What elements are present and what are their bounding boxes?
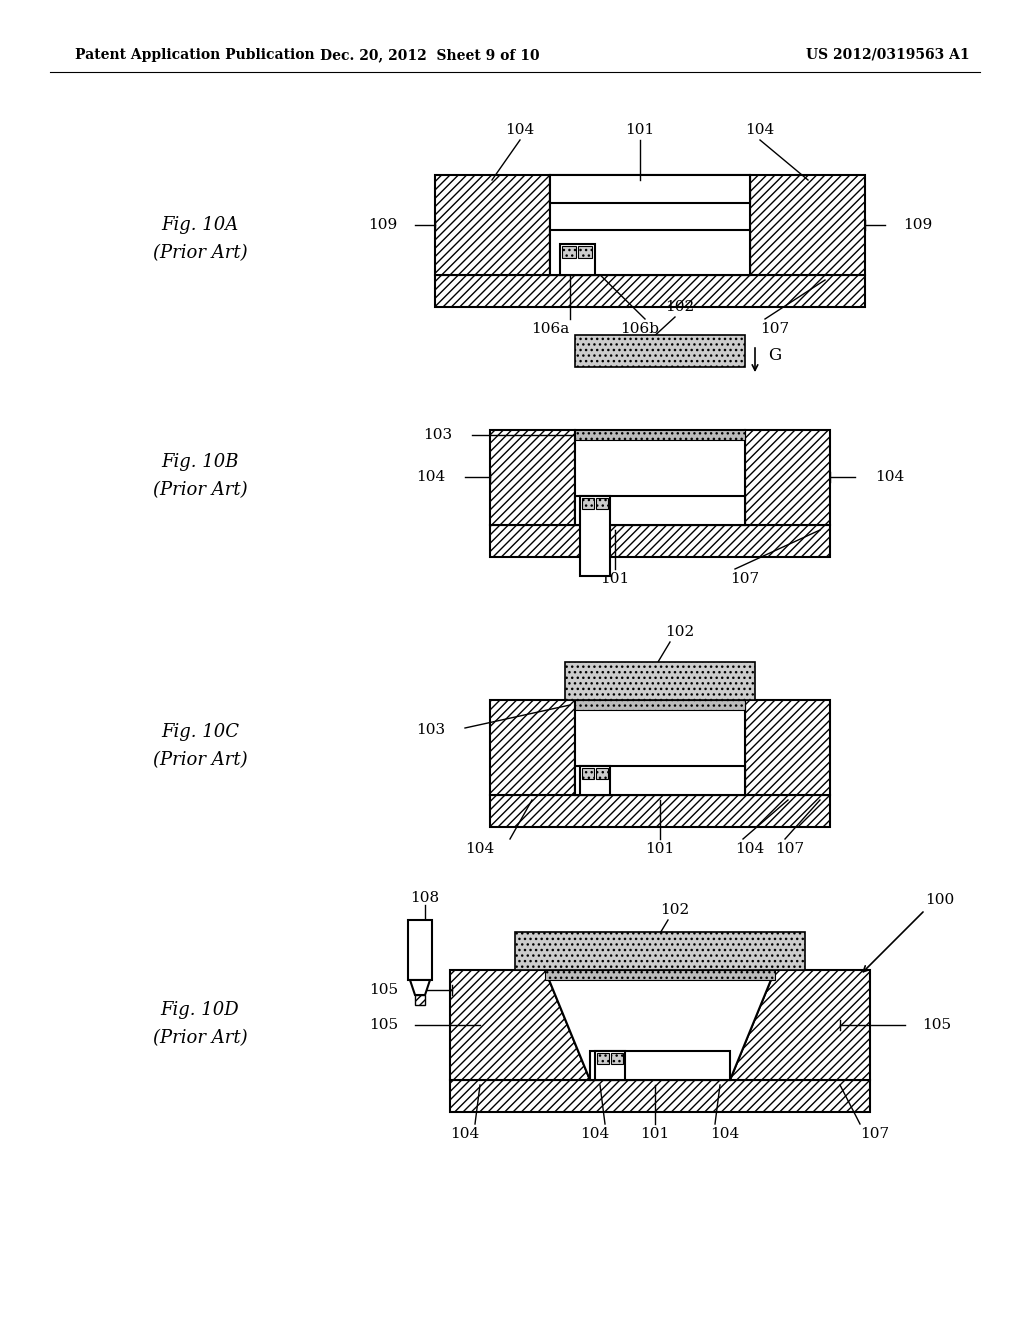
Bar: [745, 430, 830, 525]
Bar: [490, 700, 575, 795]
Text: (Prior Art): (Prior Art): [153, 244, 248, 261]
Polygon shape: [450, 970, 590, 1080]
Bar: [560, 244, 595, 275]
Bar: [550, 230, 750, 275]
Text: 103: 103: [423, 428, 452, 442]
Text: 104: 104: [451, 1127, 479, 1140]
Text: 105: 105: [369, 1018, 398, 1032]
Text: 101: 101: [626, 123, 654, 137]
Text: 108: 108: [411, 891, 439, 906]
Bar: [595, 1051, 625, 1080]
Text: 104: 104: [745, 123, 774, 137]
Text: 104: 104: [735, 842, 765, 855]
Bar: [596, 768, 608, 779]
Bar: [565, 663, 755, 700]
Text: 106b: 106b: [621, 322, 659, 337]
Bar: [575, 430, 745, 525]
Text: 107: 107: [775, 842, 805, 855]
Bar: [575, 496, 745, 525]
Text: Fig. 10C: Fig. 10C: [161, 723, 239, 741]
Bar: [580, 766, 610, 795]
Text: Fig. 10B: Fig. 10B: [161, 453, 239, 471]
Bar: [745, 700, 830, 795]
Bar: [450, 1080, 870, 1111]
Text: 104: 104: [416, 470, 445, 484]
Bar: [490, 430, 575, 525]
Text: (Prior Art): (Prior Art): [153, 1030, 248, 1047]
Bar: [590, 1051, 730, 1080]
Bar: [611, 1053, 623, 1064]
Text: 102: 102: [666, 300, 694, 314]
Bar: [597, 1053, 609, 1064]
Text: 105: 105: [922, 1018, 951, 1032]
Text: 106a: 106a: [530, 322, 569, 337]
Text: 102: 102: [666, 624, 694, 639]
Bar: [582, 768, 594, 779]
Bar: [550, 176, 750, 275]
Text: 104: 104: [506, 123, 535, 137]
Text: 104: 104: [874, 470, 904, 484]
Text: (Prior Art): (Prior Art): [153, 480, 248, 499]
Bar: [435, 176, 550, 275]
Text: 103: 103: [416, 723, 445, 737]
Bar: [545, 970, 775, 979]
Bar: [575, 700, 745, 795]
Text: Dec. 20, 2012  Sheet 9 of 10: Dec. 20, 2012 Sheet 9 of 10: [321, 48, 540, 62]
Text: 107: 107: [730, 572, 760, 586]
Text: 105: 105: [369, 983, 398, 997]
Text: 104: 104: [711, 1127, 739, 1140]
Polygon shape: [410, 979, 430, 995]
Text: 107: 107: [860, 1127, 890, 1140]
Text: (Prior Art): (Prior Art): [153, 751, 248, 770]
Bar: [575, 766, 745, 795]
Text: 104: 104: [465, 842, 495, 855]
Bar: [515, 932, 805, 970]
Text: 109: 109: [903, 218, 932, 232]
Bar: [582, 498, 594, 510]
Text: US 2012/0319563 A1: US 2012/0319563 A1: [806, 48, 970, 62]
Bar: [575, 700, 745, 710]
Bar: [490, 525, 830, 557]
Bar: [750, 176, 865, 275]
Text: 107: 107: [761, 322, 790, 337]
Bar: [578, 246, 592, 257]
Text: 101: 101: [645, 842, 675, 855]
Text: 101: 101: [600, 572, 630, 586]
Bar: [575, 430, 745, 440]
Text: Patent Application Publication: Patent Application Publication: [75, 48, 314, 62]
Bar: [562, 246, 575, 257]
Text: 109: 109: [368, 218, 397, 232]
Bar: [435, 275, 865, 308]
Bar: [575, 335, 745, 367]
Bar: [490, 795, 830, 828]
Text: 101: 101: [640, 1127, 670, 1140]
Text: G: G: [768, 346, 781, 363]
Bar: [580, 496, 610, 576]
Bar: [415, 995, 425, 1005]
Polygon shape: [730, 970, 870, 1080]
Bar: [550, 176, 750, 203]
Text: 100: 100: [926, 894, 954, 907]
Polygon shape: [545, 970, 775, 1080]
Text: 104: 104: [581, 1127, 609, 1140]
Text: 102: 102: [660, 903, 689, 917]
Text: Fig. 10D: Fig. 10D: [161, 1001, 240, 1019]
Bar: [408, 920, 432, 979]
Bar: [596, 498, 608, 510]
Text: Fig. 10A: Fig. 10A: [162, 216, 239, 234]
